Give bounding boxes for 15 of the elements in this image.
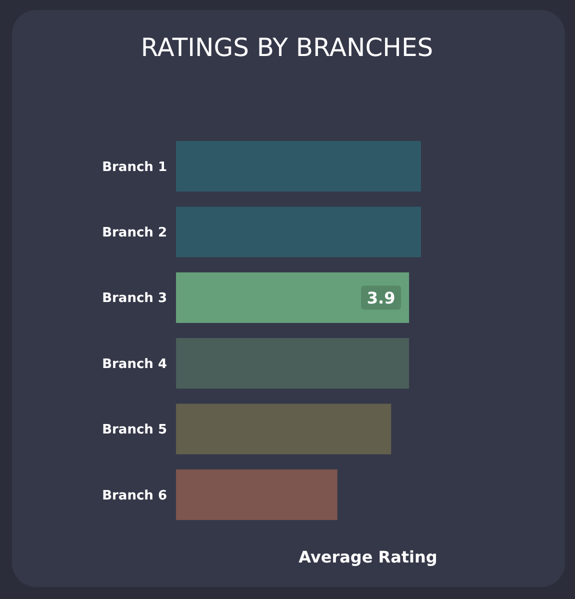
y-tick-label: Branch 4 bbox=[102, 356, 167, 372]
chart-title: RATINGS BY BRANCHES bbox=[140, 32, 434, 62]
bar bbox=[176, 404, 392, 454]
y-tick-label: Branch 1 bbox=[102, 160, 167, 175]
bar bbox=[176, 272, 410, 323]
bar bbox=[176, 141, 421, 192]
y-tick-label: Branch 5 bbox=[102, 422, 167, 438]
bar bbox=[176, 338, 410, 389]
y-tick-label: Branch 2 bbox=[102, 226, 167, 241]
y-tick-label: Branch 6 bbox=[102, 488, 167, 504]
x-axis-title: Average Rating bbox=[298, 548, 438, 567]
bar bbox=[176, 469, 338, 520]
y-tick-label: Branch 3 bbox=[102, 291, 167, 306]
bar bbox=[176, 206, 421, 258]
data-label: 3.9 bbox=[366, 288, 396, 308]
